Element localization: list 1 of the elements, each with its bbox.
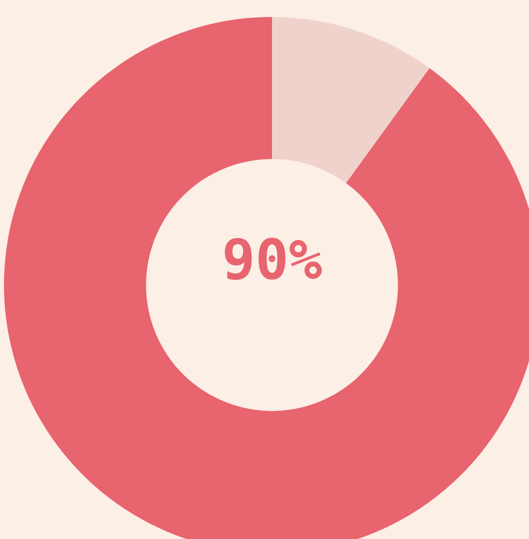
text: 90%: [224, 238, 322, 280]
